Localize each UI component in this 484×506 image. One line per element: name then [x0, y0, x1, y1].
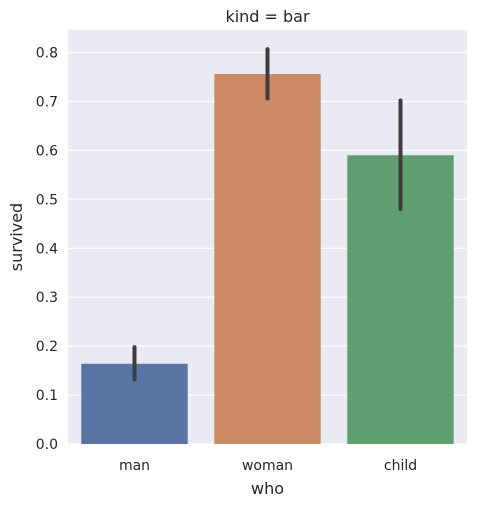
bars [81, 74, 454, 445]
y-tick-labels: 0.0 0.1 0.2 0.3 0.4 0.5 0.6 0.7 0.8 [36, 46, 58, 453]
chart-title: kind = bar [225, 7, 310, 26]
y-tick-label: 0.3 [36, 290, 58, 306]
y-tick-label: 0.1 [36, 388, 58, 404]
y-tick-label: 0.2 [36, 339, 58, 355]
y-tick-label: 0.4 [36, 241, 58, 257]
y-tick-label: 0.6 [36, 143, 58, 159]
x-tick-label: man [119, 458, 150, 474]
x-tick-label: woman [242, 458, 293, 474]
y-tick-label: 0.0 [36, 437, 58, 453]
y-tick-label: 0.7 [36, 94, 58, 110]
y-tick-label: 0.5 [36, 192, 58, 208]
y-axis-label: survived [7, 203, 26, 271]
x-axis-label: who [251, 479, 284, 498]
y-tick-label: 0.8 [36, 46, 58, 62]
error-bars [132, 47, 403, 382]
x-tick-label: child [384, 458, 417, 474]
x-tick-labels: man woman child [119, 458, 417, 474]
bar-woman [214, 74, 321, 445]
